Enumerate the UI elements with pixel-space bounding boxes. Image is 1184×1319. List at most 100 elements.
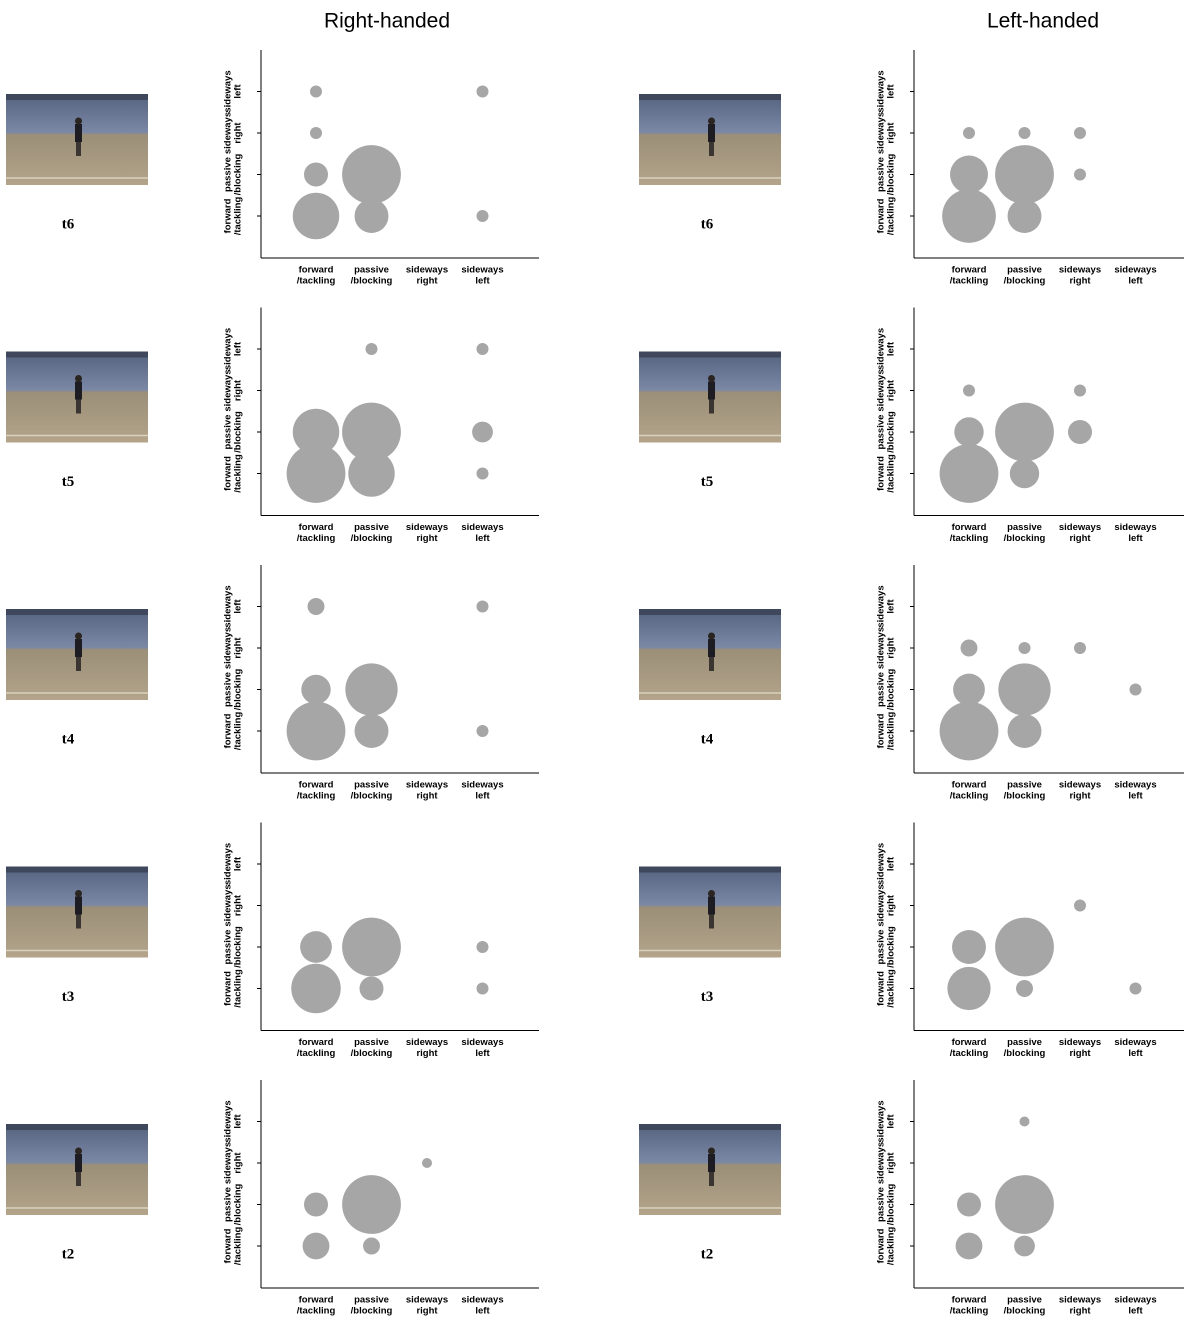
x-category-label: /tackling xyxy=(950,791,989,802)
column-header: Right-handed xyxy=(324,10,450,33)
lights xyxy=(6,94,148,100)
bubble xyxy=(1016,980,1033,997)
player-legs xyxy=(76,142,81,156)
bubble xyxy=(366,343,378,355)
y-category-label: left xyxy=(886,341,897,356)
player xyxy=(708,897,715,915)
player-head xyxy=(708,890,715,897)
y-category-label: right xyxy=(233,637,244,659)
x-category-label: /tackling xyxy=(297,533,336,544)
y-category-label: /blocking xyxy=(886,926,897,968)
lights xyxy=(639,609,781,615)
player-legs xyxy=(76,1172,81,1186)
y-category-label: right xyxy=(886,637,897,659)
x-category-label: right xyxy=(416,1048,438,1059)
video-frame xyxy=(6,94,148,185)
y-category-label: /blocking xyxy=(886,668,897,710)
bubble xyxy=(422,1158,432,1168)
lights xyxy=(639,867,781,873)
lights xyxy=(639,1124,781,1130)
x-category-label: forward xyxy=(952,1295,987,1306)
player-head xyxy=(708,633,715,640)
bubble xyxy=(287,444,346,503)
x-category-label: passive xyxy=(354,1295,389,1306)
bubble xyxy=(952,930,986,964)
x-category-label: passive xyxy=(1007,265,1042,276)
x-category-label: sideways xyxy=(461,1037,503,1048)
x-category-label: sideways xyxy=(461,522,503,533)
bubble xyxy=(291,964,340,1013)
x-category-label: /tackling xyxy=(950,276,989,287)
x-category-label: forward xyxy=(299,1295,334,1306)
y-category-label: /tackling xyxy=(233,1227,244,1266)
x-category-label: /blocking xyxy=(1004,276,1046,287)
x-category-label: /blocking xyxy=(351,1048,393,1059)
x-category-label: sideways xyxy=(461,780,503,791)
y-category-label: right xyxy=(886,379,897,401)
lights xyxy=(6,867,148,873)
y-category-label: right xyxy=(233,122,244,144)
time-label: t2 xyxy=(62,1246,75,1262)
player-head xyxy=(75,375,82,382)
x-category-label: passive xyxy=(1007,522,1042,533)
bubble xyxy=(360,977,384,1001)
x-category-label: /blocking xyxy=(1004,533,1046,544)
bubble xyxy=(310,86,322,98)
player xyxy=(75,124,82,142)
time-label: t6 xyxy=(62,216,75,232)
video-frame xyxy=(639,867,781,958)
bubble xyxy=(477,601,489,613)
bubble xyxy=(1008,199,1042,233)
x-category-label: left xyxy=(1128,276,1143,287)
x-category-label: /tackling xyxy=(950,533,989,544)
lights xyxy=(639,94,781,100)
x-category-label: passive xyxy=(1007,780,1042,791)
x-category-label: right xyxy=(416,791,438,802)
x-category-label: left xyxy=(475,276,490,287)
bubble xyxy=(303,1233,330,1260)
y-category-label: /blocking xyxy=(233,153,244,195)
bubble xyxy=(293,193,339,239)
bubble xyxy=(477,725,489,737)
video-frame xyxy=(639,1124,781,1215)
y-category-label: right xyxy=(886,122,897,144)
bubble xyxy=(963,385,975,397)
x-category-label: passive xyxy=(1007,1295,1042,1306)
x-category-label: /tackling xyxy=(950,1306,989,1317)
bubble xyxy=(345,663,397,715)
bubble xyxy=(1010,459,1039,488)
player-legs xyxy=(76,657,81,671)
y-category-label: left xyxy=(233,856,244,871)
bubble xyxy=(1019,127,1031,139)
time-label: t4 xyxy=(62,731,75,747)
y-category-label: left xyxy=(886,599,897,614)
bubble xyxy=(477,86,489,98)
x-category-label: forward xyxy=(952,522,987,533)
y-category-label: /tackling xyxy=(886,454,897,493)
x-category-label: sideways xyxy=(1114,265,1156,276)
x-category-label: left xyxy=(1128,533,1143,544)
bubble xyxy=(477,210,489,222)
bubble xyxy=(954,417,983,446)
bubble xyxy=(1130,684,1142,696)
bubble xyxy=(957,1193,981,1217)
y-category-label: left xyxy=(886,84,897,99)
player-head xyxy=(75,118,82,125)
player-head xyxy=(75,890,82,897)
bubble xyxy=(940,444,999,503)
x-category-label: /blocking xyxy=(351,791,393,802)
bubble xyxy=(961,640,978,657)
bubble xyxy=(956,1233,983,1260)
x-category-label: passive xyxy=(354,1037,389,1048)
time-label: t4 xyxy=(701,731,714,747)
x-category-label: forward xyxy=(952,265,987,276)
y-category-label: left xyxy=(233,341,244,356)
y-category-label: right xyxy=(886,1152,897,1174)
x-category-label: sideways xyxy=(406,522,448,533)
player xyxy=(708,1154,715,1172)
y-category-label: /blocking xyxy=(233,411,244,453)
x-category-label: sideways xyxy=(1114,1295,1156,1306)
bubble xyxy=(355,714,389,748)
column-header: Left-handed xyxy=(987,10,1099,33)
x-category-label: right xyxy=(1069,1306,1091,1317)
